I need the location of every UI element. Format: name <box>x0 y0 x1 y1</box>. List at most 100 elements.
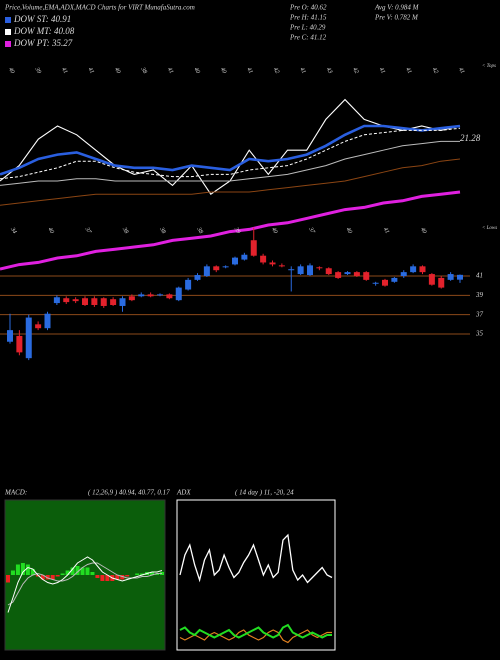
low-label: 38 <box>120 226 129 235</box>
candle-body <box>428 274 435 285</box>
legend-swatch <box>5 29 11 35</box>
adx-line <box>179 533 333 584</box>
panel-title: MACD: <box>4 489 27 497</box>
minus-di-line <box>179 629 332 644</box>
low-label: 41 <box>382 226 391 235</box>
histogram-bar <box>10 570 15 575</box>
histogram-bar <box>70 567 75 575</box>
top-label: 39 <box>33 66 42 75</box>
top-label: 42 <box>431 66 440 75</box>
annotation: 21.28 <box>460 133 481 143</box>
top-label: 41 <box>378 66 387 75</box>
y-tick-label: 39 <box>475 291 484 299</box>
histogram-bar <box>65 570 70 575</box>
candle-body <box>128 296 135 301</box>
candle-body <box>307 265 313 276</box>
low-label: 40 <box>270 226 279 235</box>
candle-body <box>16 335 23 353</box>
line-series <box>0 124 461 176</box>
top-label: 41 <box>86 66 95 75</box>
histogram-bar <box>35 575 40 577</box>
histogram-bar <box>125 575 130 577</box>
top-label: 43 <box>325 66 334 75</box>
candle-body <box>382 279 388 286</box>
histogram-bar <box>50 575 55 580</box>
candle-body <box>241 254 248 260</box>
candle-body <box>363 272 370 280</box>
y-tick-label: 37 <box>475 310 484 318</box>
candle-body <box>166 294 173 299</box>
legend-label: DOW PT: 35.27 <box>13 38 73 48</box>
candle-body <box>278 265 285 267</box>
candle-body <box>44 313 51 329</box>
annotation: < Tops <box>482 64 496 69</box>
candle-body <box>53 297 60 304</box>
candle-body <box>297 266 304 275</box>
line-series <box>0 158 461 206</box>
top-label: 41 <box>166 66 175 75</box>
legend-swatch <box>5 41 11 47</box>
low-label: 34 <box>9 225 19 235</box>
info-text: Avg V: 0.984 M <box>374 4 420 12</box>
candle-body <box>250 240 257 256</box>
histogram-bar <box>75 566 80 575</box>
info-text: Pre C: 41.12 <box>289 34 327 42</box>
histogram-bar <box>80 567 85 575</box>
adx-panel <box>176 499 336 651</box>
top-label: 40 <box>113 66 122 75</box>
candle-body <box>203 266 210 276</box>
candle-body <box>25 317 32 359</box>
top-label: 41 <box>245 66 254 75</box>
low-label: 40 <box>46 226 55 235</box>
histogram-bar <box>155 573 160 575</box>
low-label: 37 <box>307 226 316 236</box>
histogram-bar <box>45 575 50 580</box>
low-label: 37 <box>83 226 92 236</box>
low-label: 40 <box>419 226 428 235</box>
histogram-bar <box>25 564 30 575</box>
candle-body <box>63 298 70 303</box>
candle-body <box>91 298 98 305</box>
candle-body <box>35 324 42 329</box>
info-text: Pre V: 0.782 M <box>374 14 419 22</box>
top-label: 41 <box>298 66 307 75</box>
macd-line <box>7 556 163 613</box>
histogram-bar <box>6 575 10 583</box>
low-label: 38 <box>195 226 204 235</box>
candle-body <box>185 279 192 290</box>
histogram-bar <box>85 567 90 575</box>
histogram-bar <box>115 575 120 580</box>
histogram-bar <box>90 572 95 575</box>
candle-body <box>419 266 426 273</box>
candle-body <box>213 266 220 271</box>
candle-body <box>335 272 342 278</box>
candle-body <box>110 299 117 305</box>
info-text: Pre H: 41.15 <box>289 14 327 22</box>
candle-body <box>82 298 88 305</box>
line-series <box>0 140 460 186</box>
histogram-bar <box>150 572 155 575</box>
histogram-bar <box>55 575 60 577</box>
candle-body <box>316 267 323 269</box>
top-label: 41 <box>404 66 413 75</box>
info-text: Pre L: 40.29 <box>289 24 326 32</box>
histogram-bar <box>100 575 105 581</box>
legend-label: DOW ST: 40.91 <box>13 14 71 24</box>
candle-body <box>222 266 229 268</box>
candle-body <box>138 294 145 297</box>
legend-label: DOW MT: 40.08 <box>13 26 75 36</box>
panel-subtitle: ( 12,26,9 ) 40.94, 40.77, 0.17 <box>88 489 170 497</box>
candle-body <box>325 268 332 275</box>
candle-body <box>157 294 163 296</box>
chart-title: Price,Volume,EMA,ADX,MACD Charts for VIR… <box>4 4 195 12</box>
histogram-bar <box>15 564 20 575</box>
signal-line <box>7 562 162 606</box>
line-series <box>0 190 461 271</box>
histogram-bar <box>135 573 140 575</box>
candle-body <box>194 275 201 280</box>
candle-body <box>72 299 79 302</box>
plus-di-line <box>179 623 332 639</box>
info-text: Pre O: 40.62 <box>289 4 327 12</box>
candle-body <box>119 298 126 306</box>
